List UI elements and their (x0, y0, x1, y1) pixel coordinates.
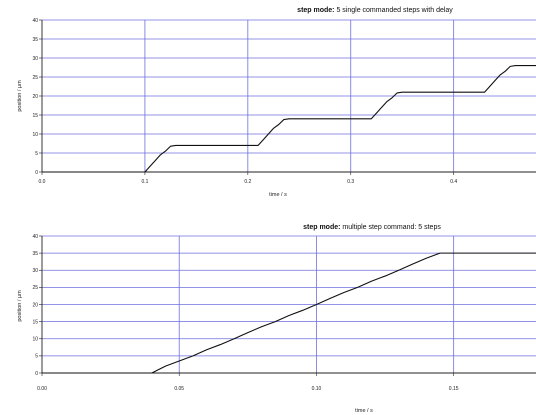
chart-top-xtick-label: 0.4 (450, 179, 457, 185)
chart-bottom-ytick-label: 35 (32, 251, 38, 257)
chart-bottom-xtick-label: 0.15 (449, 386, 459, 392)
chart-top-ytick-label: 25 (32, 75, 38, 81)
chart-bottom-ylabel: position / µm (17, 290, 23, 322)
chart-top-ytick-label: 35 (32, 37, 38, 43)
chart-bottom-title: step mode: multiple step command: 5 step… (303, 224, 441, 231)
chart-bottom-ytick-label: 5 (35, 354, 38, 360)
chart-top-xtick-label: 0.2 (244, 179, 251, 185)
chart-top-ytick-label: 40 (32, 18, 38, 24)
chart-bottom-ytick-label: 25 (32, 285, 38, 291)
chart-top-ytick-label: 15 (32, 113, 38, 119)
chart-bottom-ytick-label: 10 (32, 337, 38, 343)
chart-top-ytick-label: 5 (35, 151, 38, 157)
chart-bottom-xlabel: time / s (355, 408, 373, 414)
chart-top-ylabel: position / µm (17, 80, 23, 112)
chart-top-title: step mode: 5 single commanded steps with… (297, 7, 453, 14)
chart-bottom-title-bold: step mode: (303, 224, 340, 231)
chart-top-ytick-label: 20 (32, 94, 38, 100)
chart-bottom-xtick-label: 0.05 (174, 386, 184, 392)
chart-bottom-ytick-label: 30 (32, 268, 38, 274)
chart-top-ytick-label: 0 (35, 170, 38, 176)
chart-top-ytick-label: 30 (32, 56, 38, 62)
chart-top-title-rest: 5 single commanded steps with delay (335, 7, 454, 14)
chart-bottom-ytick-label: 40 (32, 234, 38, 240)
chart-top-series-line (42, 65, 536, 173)
chart-top-xtick-label: 0.3 (347, 179, 354, 185)
chart-top: step mode: 5 single commanded steps with… (17, 7, 536, 198)
chart-bottom-xtick-label: 0.00 (37, 386, 47, 392)
chart-bottom: step mode: multiple step command: 5 step… (17, 224, 536, 414)
chart-top-xtick-label: 0.1 (141, 179, 148, 185)
chart-bottom-ytick-label: 15 (32, 319, 38, 325)
chart-top-xtick-label: 0.0 (39, 179, 46, 185)
chart-bottom-series-line (42, 252, 536, 374)
chart-top-plot-area: 0 5 10 15 20 25 30 35 40 0.0 0.1 0.2 0.3 0.4 (32, 18, 536, 185)
chart-bottom-ytick-label: 20 (32, 302, 38, 308)
chart-top-title-bold: step mode: (297, 7, 334, 14)
chart-bottom-title-rest: multiple step command: 5 steps (340, 224, 441, 231)
chart-top-ytick-label: 10 (32, 132, 38, 138)
chart-bottom-xtick-label: 0.10 (312, 386, 322, 392)
chart-bottom-plot-area: 0 5 10 15 20 25 30 35 40 0.00 0.05 0.10 0.15 (32, 234, 536, 392)
chart-bottom-ytick-label: 0 (35, 371, 38, 377)
chart-top-xlabel: time / s (269, 192, 287, 198)
